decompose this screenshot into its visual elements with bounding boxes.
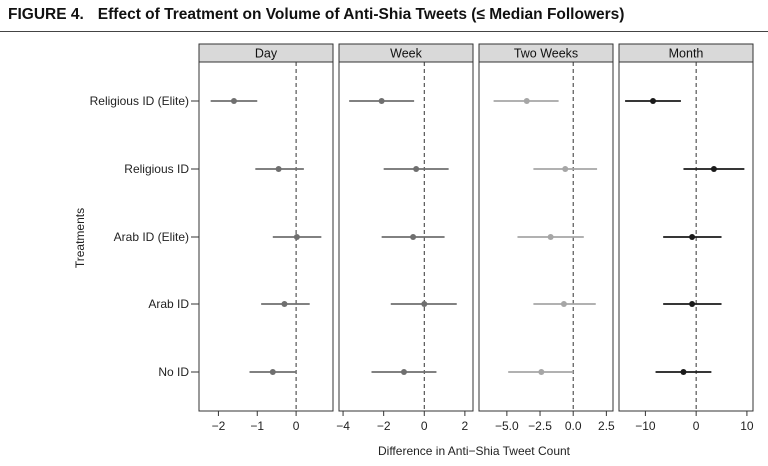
point-day-no-id [269,369,276,375]
y-tick-label-arab-id-elite: Arab ID (Elite) [114,230,189,244]
panel-day: Day −2 −1 0 [198,43,334,433]
point-two-weeks-arab-id [560,301,567,307]
panel-two-weeks: Two Weeks −5.0 −2.5 0.0 2.5 [478,43,615,433]
point-day-religious-id [275,166,282,172]
x-tick-label-two-weeks-2: 0.0 [565,419,582,433]
y-tick-label-religious-id-elite: Religious ID (Elite) [90,94,189,108]
panel-strip-label-day: Day [255,47,278,61]
y-tick-label-religious-id: Religious ID [124,162,189,176]
point-two-weeks-religious-id [562,166,569,172]
x-tick-label-week-1: −2 [377,419,391,433]
x-tick-label-two-weeks-0: −5.0 [495,419,519,433]
point-week-arab-id-elite [410,234,417,240]
point-month-arab-id-elite [689,234,696,240]
point-day-arab-id [281,301,288,307]
x-tick-label-two-weeks-1: −2.5 [528,419,552,433]
panel-month: Month −10 0 10 [618,43,754,433]
x-tick-label-day-2: 0 [293,419,300,433]
figure-title: FIGURE 4. Effect of Treatment on Volume o… [8,6,624,24]
x-tick-label-month-2: 10 [740,419,754,433]
x-tick-label-month-0: −10 [635,419,656,433]
point-month-arab-id [689,301,696,307]
y-tick-label-no-id: No ID [158,365,189,379]
y-axis-label: Treatments [73,208,87,268]
panel-week: Week −4 −2 0 2 [336,43,474,433]
point-two-weeks-religious-id-elite [523,98,530,104]
x-tick-label-day-1: −1 [250,419,264,433]
x-tick-label-week-2: 0 [421,419,428,433]
point-month-no-id [680,369,687,375]
panel-strip-label-two-weeks: Two Weeks [514,47,578,61]
x-axis-label: Difference in Anti−Shia Tweet Count [378,444,571,458]
point-two-weeks-arab-id-elite [547,234,554,240]
title-rule [0,31,768,32]
point-month-religious-id-elite [650,98,657,104]
x-tick-label-two-weeks-3: 2.5 [598,419,615,433]
point-week-religious-id [413,166,420,172]
figure-title-text: Effect of Treatment on Volume of Anti-Sh… [97,6,625,23]
y-tick-labels: Religious ID (Elite) Religious ID Arab ID … [90,94,199,379]
point-day-arab-id-elite [293,234,300,240]
point-day-religious-id-elite [230,98,237,104]
point-week-religious-id-elite [378,98,385,104]
point-week-arab-id [421,301,428,307]
x-tick-label-day-0: −2 [212,419,226,433]
figure-label: FIGURE 4. [8,6,84,23]
y-tick-label-arab-id: Arab ID [148,297,189,311]
point-week-no-id [400,369,407,375]
point-two-weeks-no-id [538,369,545,375]
panel-strip-label-week: Week [390,47,422,61]
x-tick-label-month-1: 0 [693,419,700,433]
panel-strip-label-month: Month [669,47,704,61]
x-tick-label-week-0: −4 [336,419,350,433]
point-month-religious-id [710,166,717,172]
x-tick-label-week-3: 2 [462,419,469,433]
